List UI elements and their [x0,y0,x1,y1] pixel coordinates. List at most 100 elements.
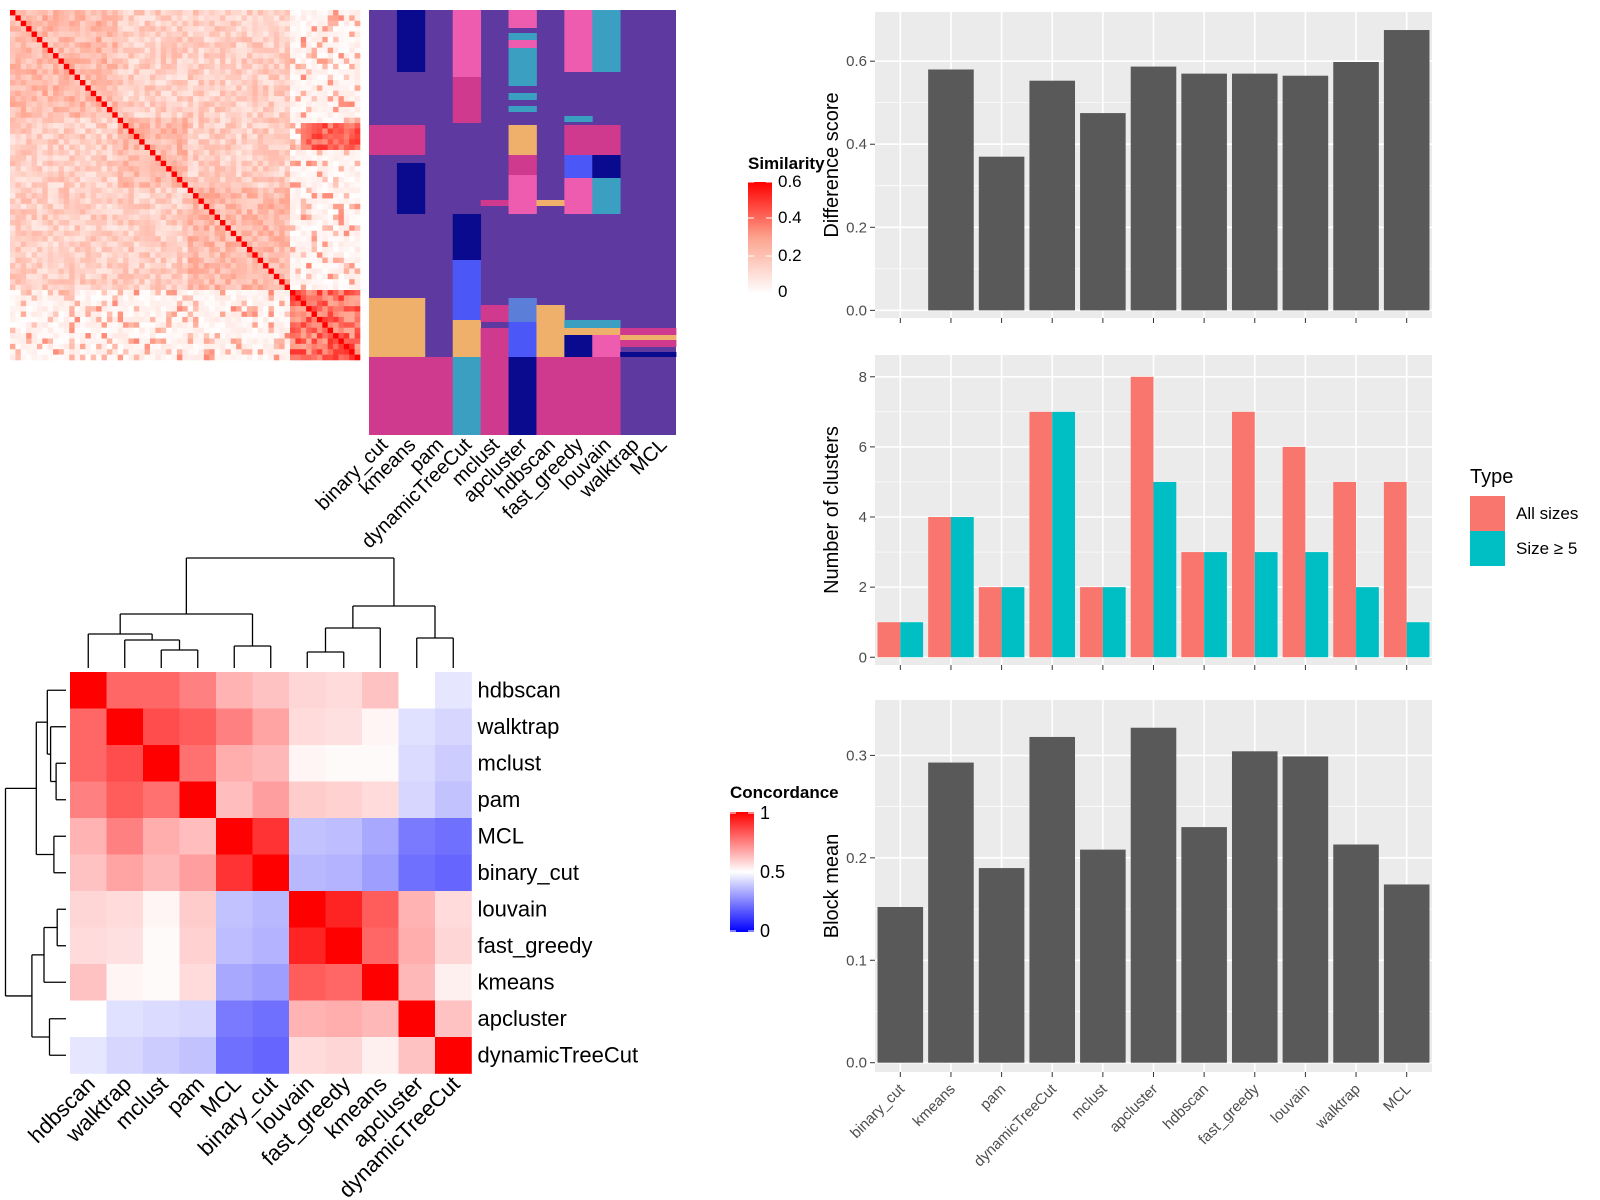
similarity-cell [225,209,232,215]
similarity-cell [209,58,215,65]
similarity-cell [198,268,205,275]
similarity-cell [47,139,54,145]
similarity-cell [74,123,81,129]
similarity-cell [42,290,48,296]
similarity-cell [150,101,156,108]
similarity-cell [203,176,210,183]
similarity-cell [20,187,27,194]
similarity-cell [58,246,65,253]
similarity-cell [63,306,70,312]
similarity-cell [182,193,188,199]
concordance-cell [289,745,326,782]
similarity-cell [333,284,339,291]
similarity-cell [333,101,339,108]
similarity-cell [58,236,65,242]
similarity-cell [241,354,248,361]
similarity-cell [106,257,113,264]
similarity-cell [80,36,86,43]
similarity-cell [241,85,248,92]
similarity-cell [241,36,248,43]
similarity-cell [198,252,205,258]
similarity-cell [241,338,248,345]
similarity-cell [236,236,242,242]
similarity-cell [246,268,253,275]
similarity-cell [338,42,345,48]
similarity-cell [268,182,275,188]
similarity-cell [322,354,328,361]
similarity-cell [220,252,226,258]
similarity-cell [322,42,328,48]
similarity-cell [47,47,54,54]
similarity-cell [263,15,269,22]
similarity-cell [198,53,205,59]
similarity-cell [316,279,323,285]
similarity-cell [133,349,140,355]
similarity-cell [338,220,345,226]
similarity-cell [198,198,205,205]
similarity-cell [36,133,43,140]
similarity-cell [193,58,199,65]
similarity-cell [284,349,291,355]
similarity-cell [144,171,151,178]
similarity-cell [90,69,97,75]
similarity-cell [155,338,162,345]
similarity-cell [257,144,264,151]
similarity-cell [182,139,188,145]
similarity-cell [63,144,70,151]
similarity-cell [101,123,108,129]
similarity-cell [198,306,205,312]
similarity-cell [290,26,296,32]
similarity-cell [209,263,215,269]
similarity-cell [101,279,108,285]
similarity-cell [187,284,194,291]
similarity-cell [20,279,27,285]
similarity-cell [155,101,162,108]
similarity-cell [53,333,59,339]
similarity-cell [268,96,275,102]
similarity-cell [171,90,178,97]
similarity-cell [139,193,145,199]
similarity-cell [20,171,27,178]
similarity-cell [198,101,205,108]
similarity-cell [144,252,151,258]
similarity-cell [343,220,350,226]
similarity-cell [300,198,307,205]
similarity-cell [106,74,113,81]
similarity-cell [69,209,75,215]
similarity-cell [230,268,237,275]
similarity-cell [354,171,361,178]
similarity-cell [26,80,32,86]
similarity-cell [198,236,205,242]
similarity-cell [322,15,328,22]
similarity-cell [133,112,140,118]
similarity-cell [349,36,355,43]
similarity-cell [69,311,75,318]
similarity-cell [160,220,167,226]
similarity-cell [139,74,145,81]
similarity-cell [193,290,199,296]
similarity-cell [160,252,167,258]
similarity-cell [316,63,323,70]
similarity-cell [327,20,334,27]
similarity-cell [273,333,280,339]
similarity-cell [354,20,361,27]
similarity-cell [338,203,345,210]
similarity-cell [198,160,205,167]
similarity-cell [117,106,124,113]
similarity-cell [306,112,312,118]
similarity-cell [139,236,145,242]
similarity-cell [106,128,113,135]
similarity-cell [187,279,194,285]
similarity-cell [123,343,129,350]
similarity-cell [316,349,323,355]
similarity-cell [58,176,65,183]
similarity-cell [193,214,199,221]
similarity-cell [117,123,124,129]
similarity-cell [160,273,167,280]
similarity-cell [90,338,97,345]
similarity-cell [187,69,194,75]
similarity-cell [182,26,188,32]
similarity-cell [257,90,264,97]
similarity-cell [15,193,22,199]
similarity-cell [123,101,129,108]
